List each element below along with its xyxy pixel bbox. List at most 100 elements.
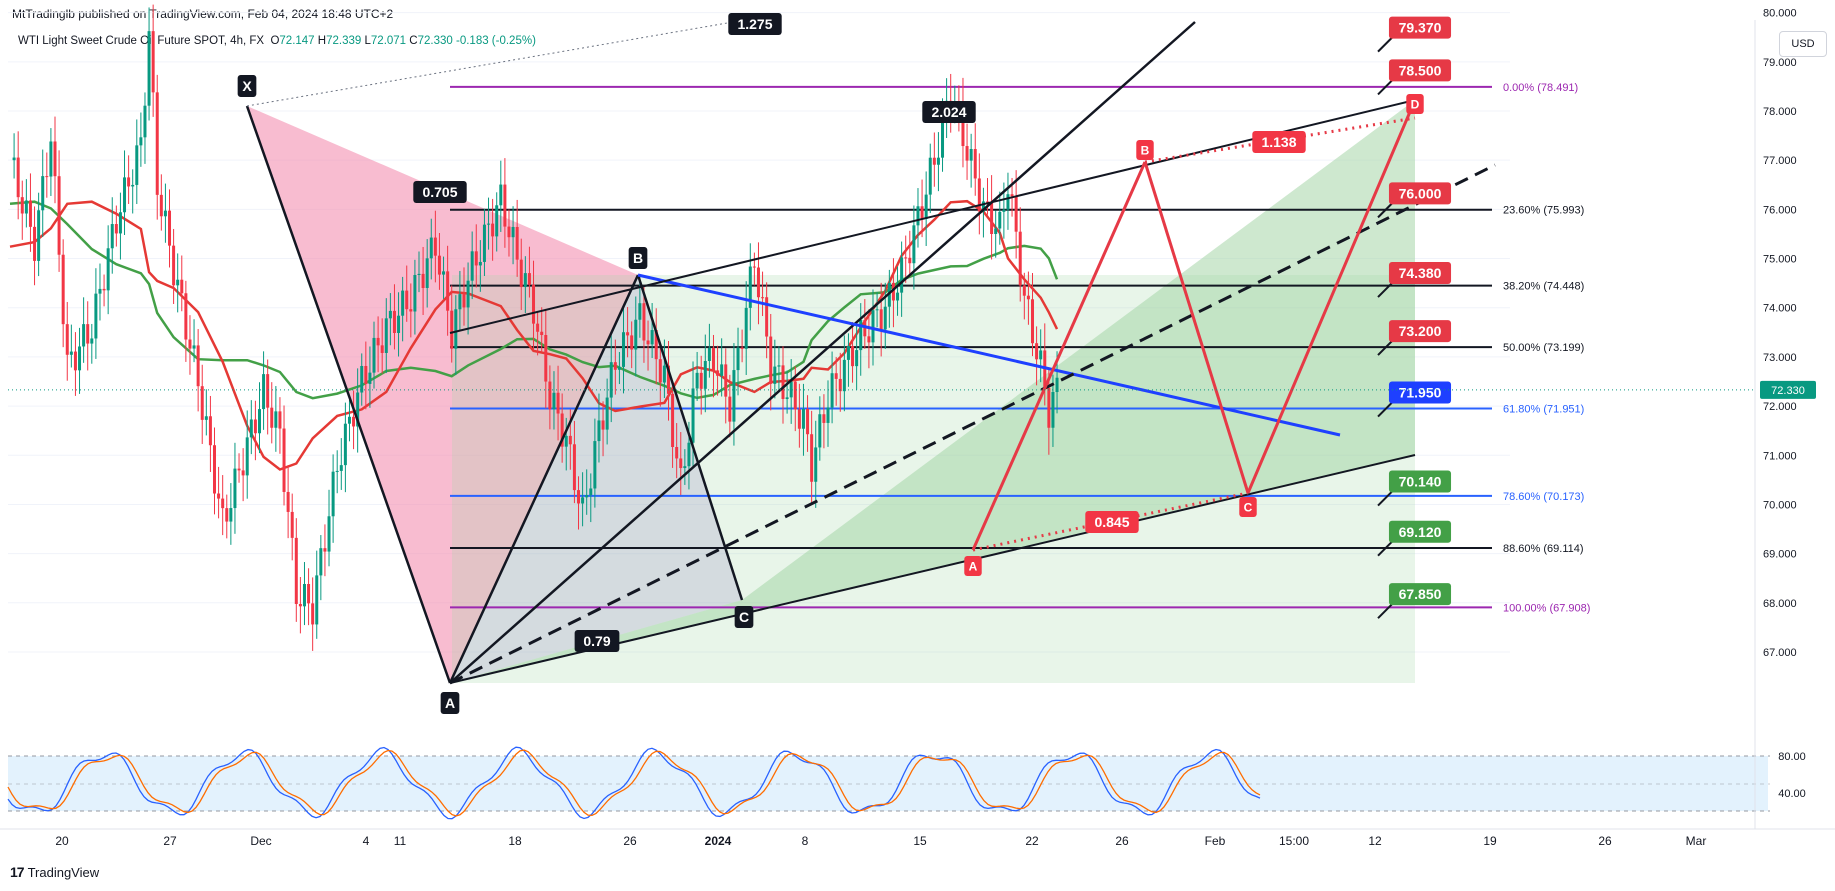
target-label-box	[1388, 262, 1452, 285]
ratio-ac: 0.845	[1094, 514, 1129, 530]
candle-body	[609, 362, 613, 398]
high-value: 72.339	[326, 35, 362, 47]
stoch-k	[7, 746, 1261, 820]
target-label-box	[1388, 320, 1452, 343]
time-axis[interactable]: 20 27 Dec 4 11 18 26 2024 8 15 22 26 Feb 15:00 12 19 26 M…	[0, 20, 1835, 848]
candle-body	[928, 157, 932, 195]
candle-body	[789, 381, 793, 398]
pattern-projection	[449, 21, 1196, 684]
time-tick: 22	[1025, 834, 1039, 848]
candle-body	[801, 408, 805, 429]
brand-name: TradingView	[27, 864, 100, 880]
candle-body	[118, 212, 122, 234]
candle-body	[654, 330, 658, 360]
candle-body	[851, 346, 855, 367]
time-tick: 26	[1598, 834, 1612, 848]
candle-body	[106, 248, 110, 291]
candle-body	[601, 420, 605, 430]
xab-triangle	[247, 106, 638, 683]
candle-body	[756, 267, 760, 298]
candle-body	[315, 575, 319, 625]
candle-body	[769, 336, 773, 384]
candle-body	[814, 447, 818, 482]
candle-body	[368, 372, 372, 384]
pattern-leg	[245, 105, 452, 684]
candle-body	[998, 211, 1002, 229]
candle-body	[732, 370, 736, 422]
time-tick: Mar	[1686, 834, 1707, 848]
candle-body	[503, 184, 507, 227]
target-label-box	[1388, 59, 1452, 82]
candle-body	[597, 420, 601, 442]
candle-body	[548, 381, 552, 410]
pattern-leg	[636, 274, 744, 601]
candle-body	[94, 293, 98, 339]
candle-body	[352, 416, 356, 427]
candle-body	[102, 288, 106, 291]
candle-body	[1047, 388, 1051, 428]
candle-body	[650, 330, 654, 345]
candle-body	[605, 397, 609, 430]
candle-body	[298, 603, 302, 607]
candle-body	[446, 271, 450, 311]
candle-body	[986, 201, 990, 203]
ratio-xa: 1.275	[737, 16, 772, 32]
candle-body	[380, 345, 384, 353]
candle-body	[397, 315, 401, 333]
price-tick: 78.000	[1763, 106, 1797, 118]
fib-label: 78.60% (70.173)	[1503, 491, 1584, 503]
candle-body	[666, 365, 670, 394]
candle-body	[262, 374, 266, 410]
candle-body	[973, 148, 977, 179]
candle-body	[924, 194, 928, 219]
candle-body	[466, 280, 470, 308]
candle-body	[257, 409, 261, 434]
candle-body	[82, 324, 86, 347]
candle-body	[180, 279, 184, 294]
candle-body	[425, 258, 429, 288]
currency-button[interactable]: USD	[1779, 31, 1827, 57]
candle-body	[855, 350, 859, 367]
point-c2-box	[1239, 497, 1257, 517]
candle-body	[532, 284, 536, 324]
candle-body	[777, 365, 781, 367]
tradingview-logo[interactable]: 17 TradingView	[10, 864, 99, 880]
ratio-xd: 2.024	[931, 104, 966, 120]
candle-body	[720, 364, 724, 376]
candle-body	[49, 141, 53, 177]
candle-body	[744, 307, 748, 349]
target-label-box	[1388, 520, 1452, 543]
candle-body	[883, 306, 887, 330]
symbol-ohlc-line: WTI Light Sweet Crude Oil Future SPOT, 4…	[18, 35, 536, 47]
candle-body	[687, 442, 691, 467]
candle-body	[519, 259, 523, 288]
candle-body	[286, 491, 290, 512]
candle-body	[515, 226, 519, 260]
candle-body	[560, 413, 564, 447]
candle-body	[536, 323, 540, 332]
point-d2-box	[1406, 94, 1424, 114]
price-axis[interactable]: 80.000 79.000 78.000 77.000 76.000 75.000 74.0…	[8, 8, 1816, 659]
candle-body	[1026, 295, 1030, 300]
time-tick: 15:00	[1279, 834, 1309, 848]
price-tick: 70.000	[1763, 499, 1797, 511]
candle-body	[679, 458, 683, 469]
candle-body	[630, 335, 634, 350]
time-tick: 15	[913, 834, 927, 848]
candle-body	[319, 548, 323, 576]
candle-body	[932, 157, 936, 165]
candle-body	[662, 365, 666, 383]
time-tick: 20	[55, 834, 69, 848]
candle-body	[356, 392, 360, 427]
price-tick: 80.000	[1763, 8, 1797, 20]
point-c-box	[734, 606, 754, 628]
candle-body	[347, 416, 351, 424]
close-value: 72.330	[417, 35, 453, 47]
candle-body	[163, 210, 167, 217]
candle-body	[454, 309, 458, 349]
symbol-name[interactable]: WTI Light Sweet Crude Oil Future SPOT, 4…	[18, 35, 265, 47]
candle-body	[994, 228, 998, 235]
fib-label: 50.00% (73.199)	[1503, 342, 1584, 354]
point-b2: B	[1141, 143, 1150, 157]
